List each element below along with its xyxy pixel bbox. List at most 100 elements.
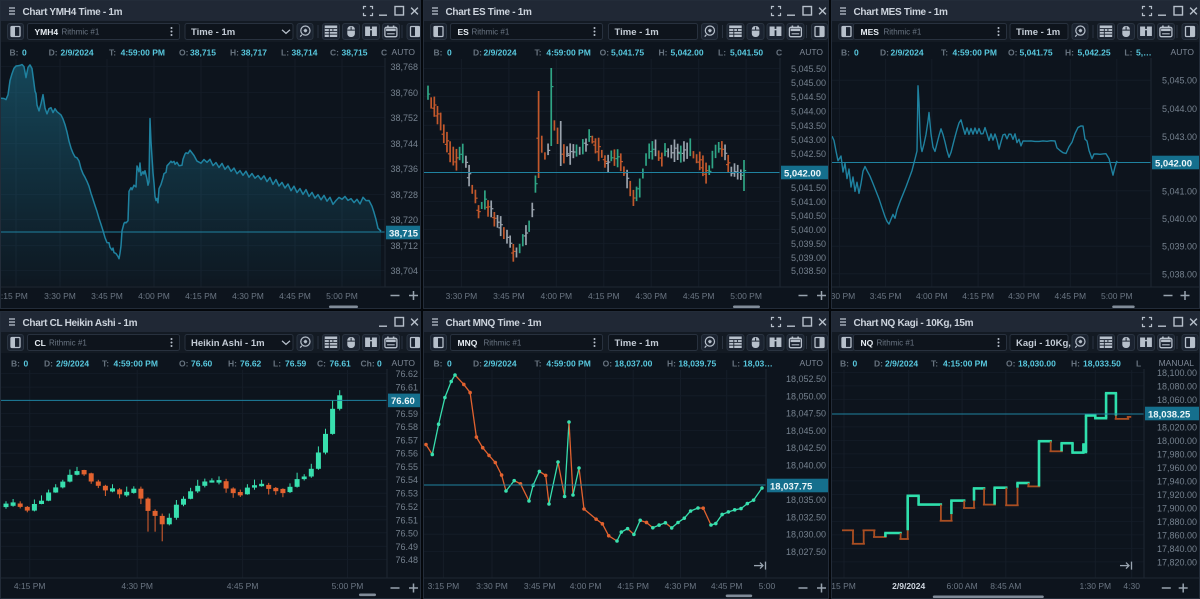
svg-text:5,042.00: 5,042.00: [1155, 158, 1192, 169]
svg-text:T:: T:: [941, 48, 948, 58]
svg-text:3:15 PM: 3:15 PM: [832, 581, 856, 591]
svg-text:5,041.00: 5,041.00: [1162, 186, 1197, 196]
svg-text:5,041.50: 5,041.50: [730, 48, 763, 58]
svg-text:38,744: 38,744: [390, 139, 418, 149]
svg-text:Kagi - 10Kg,: Kagi - 10Kg,: [1016, 338, 1071, 349]
svg-text:18,052.50: 18,052.50: [786, 374, 826, 384]
svg-text:Chart YMH4 Time - 1m: Chart YMH4 Time - 1m: [23, 7, 123, 18]
svg-text:5,041.00: 5,041.00: [791, 197, 826, 207]
svg-text:5,042.00: 5,042.00: [671, 48, 704, 58]
svg-text:3:30 PM: 3:30 PM: [446, 291, 478, 301]
svg-text:D:: D:: [874, 359, 883, 369]
svg-text:4:59:00 PM: 4:59:00 PM: [953, 48, 997, 58]
svg-text:4:59:00 PM: 4:59:00 PM: [546, 48, 590, 58]
svg-text:5:00 PM: 5:00 PM: [332, 581, 364, 591]
svg-text:B:: B:: [10, 48, 19, 58]
svg-text:ES: ES: [458, 27, 470, 37]
svg-text:76.51: 76.51: [395, 515, 418, 525]
svg-text:O:: O:: [1006, 359, 1016, 369]
svg-text:38,704: 38,704: [390, 266, 418, 276]
svg-text:4:15 PM: 4:15 PM: [185, 291, 217, 301]
svg-text:18,047.50: 18,047.50: [786, 409, 826, 419]
svg-text:5,041.75: 5,041.75: [1020, 48, 1053, 58]
svg-text:D:: D:: [44, 359, 53, 369]
svg-text:B:: B:: [841, 48, 850, 58]
svg-text:L:: L:: [718, 48, 726, 58]
svg-text:5,045.00: 5,045.00: [1162, 76, 1197, 86]
svg-text:5,044.00: 5,044.00: [1162, 104, 1197, 114]
svg-text:3:45 PM: 3:45 PM: [91, 291, 123, 301]
svg-text:4:30 PM: 4:30 PM: [665, 581, 697, 591]
svg-text:76.59: 76.59: [285, 359, 307, 369]
svg-text:76.48: 76.48: [395, 555, 418, 565]
svg-text:38,728: 38,728: [390, 190, 418, 200]
svg-text:5:00 PM: 5:00 PM: [326, 291, 358, 301]
svg-text:C:: C:: [330, 48, 339, 58]
svg-text:T:: T:: [535, 48, 542, 58]
svg-text:0: 0: [853, 359, 858, 369]
svg-text:18,045.00: 18,045.00: [786, 426, 826, 436]
svg-text:Time - 1m: Time - 1m: [615, 27, 659, 38]
svg-text:L: L: [1136, 359, 1141, 369]
svg-text:5,038.00: 5,038.00: [1162, 269, 1197, 279]
svg-text:4:15 PM: 4:15 PM: [14, 581, 46, 591]
svg-text:17,920.00: 17,920.00: [1157, 490, 1197, 500]
svg-text:76.62: 76.62: [395, 369, 418, 379]
svg-text:4:45 PM: 4:45 PM: [711, 581, 743, 591]
svg-text:5,041.75: 5,041.75: [611, 48, 644, 58]
svg-text:18,032.50: 18,032.50: [786, 512, 826, 522]
svg-text:5,042.25: 5,042.25: [1078, 48, 1111, 58]
svg-text:B:: B:: [11, 359, 20, 369]
svg-text:4:15:00 PM: 4:15:00 PM: [943, 359, 987, 369]
svg-text:18,027.50: 18,027.50: [786, 547, 826, 557]
svg-text:3:30 PM: 3:30 PM: [44, 291, 76, 301]
svg-text:38,736: 38,736: [390, 164, 418, 174]
svg-text:H:: H:: [228, 359, 237, 369]
svg-text:3:30 PM: 3:30 PM: [476, 581, 508, 591]
svg-text:Rithmic #1: Rithmic #1: [877, 339, 915, 348]
svg-text:5:00 PM: 5:00 PM: [1101, 291, 1133, 301]
svg-text:T:: T:: [535, 359, 542, 369]
svg-text:Rithmic #1: Rithmic #1: [484, 339, 522, 348]
svg-text:Time - 1m: Time - 1m: [191, 27, 235, 38]
svg-text:18,040.00: 18,040.00: [786, 461, 826, 471]
svg-text:76.53: 76.53: [395, 489, 418, 499]
svg-text:76.56: 76.56: [395, 449, 418, 459]
svg-text:76.62: 76.62: [240, 359, 262, 369]
svg-text:18,039.75: 18,039.75: [678, 359, 716, 369]
svg-text:2/9/2024: 2/9/2024: [56, 359, 89, 369]
svg-text:0: 0: [22, 48, 27, 58]
svg-text:76.59: 76.59: [395, 409, 418, 419]
svg-text:H:: H:: [1065, 48, 1074, 58]
svg-text:MES: MES: [861, 27, 880, 37]
svg-text:H:: H:: [1071, 359, 1080, 369]
svg-text:18,030.00: 18,030.00: [786, 530, 826, 540]
svg-text:2/9/2024: 2/9/2024: [484, 48, 517, 58]
svg-text:18,042.50: 18,042.50: [786, 443, 826, 453]
svg-text:76.61: 76.61: [395, 383, 418, 393]
svg-text:38,768: 38,768: [390, 62, 418, 72]
svg-text:0: 0: [377, 359, 382, 369]
svg-text:18,033.50: 18,033.50: [1083, 359, 1121, 369]
svg-text:O:: O:: [179, 359, 189, 369]
svg-text:4:59:00 PM: 4:59:00 PM: [121, 48, 165, 58]
svg-text:B:: B:: [434, 48, 443, 58]
svg-text:18,038.25: 18,038.25: [1148, 409, 1191, 420]
svg-text:76.60: 76.60: [391, 396, 415, 407]
svg-text:C: C: [381, 48, 387, 58]
svg-text:18,035.00: 18,035.00: [786, 495, 826, 505]
svg-text:2/9/2024: 2/9/2024: [484, 359, 517, 369]
svg-text:6:00 AM: 6:00 AM: [947, 581, 978, 591]
svg-text:MNQ: MNQ: [458, 338, 478, 348]
svg-text:0: 0: [447, 359, 452, 369]
svg-text:2/9/2024: 2/9/2024: [892, 581, 925, 591]
svg-text:L:: L:: [1124, 48, 1132, 58]
svg-text:18,000.00: 18,000.00: [1157, 436, 1197, 446]
svg-text:38,717: 38,717: [241, 48, 267, 58]
svg-text:Ch:: Ch:: [361, 359, 375, 369]
svg-text:17,880.00: 17,880.00: [1157, 517, 1197, 527]
svg-text:17,960.00: 17,960.00: [1157, 463, 1197, 473]
svg-text:D:: D:: [473, 359, 482, 369]
svg-text:5,039.50: 5,039.50: [791, 239, 826, 249]
svg-text:17,860.00: 17,860.00: [1157, 530, 1197, 540]
